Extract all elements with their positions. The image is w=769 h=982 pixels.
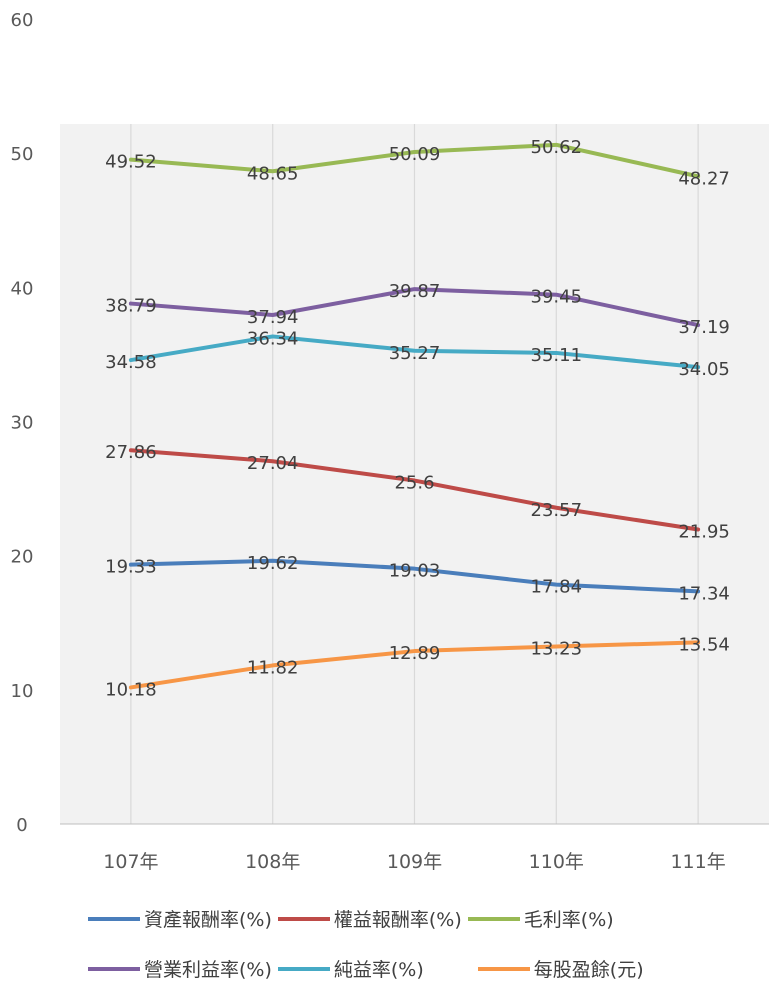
data-label: 21.95 [678, 522, 730, 543]
data-label: 25.6 [394, 473, 434, 494]
series-line [128, 334, 701, 370]
x-tick-label: 107年 [103, 851, 158, 873]
series-group [128, 142, 701, 690]
data-label: 10.18 [105, 679, 157, 700]
legend-item-net-margin: 純益率(%) [277, 955, 424, 982]
data-label: 34.58 [105, 352, 157, 373]
y-tick-label: 60 [11, 10, 34, 31]
data-label: 48.27 [678, 168, 730, 189]
y-tick-label: 10 [11, 681, 34, 702]
legend-label-roa: 資產報酬率(%) [144, 909, 272, 931]
data-label: 50.62 [531, 137, 583, 158]
series-line [128, 448, 701, 532]
line-chart: 0 10 20 30 40 50 60 107年 108年 109年 110年 111年 19.33… [11, 10, 769, 873]
data-label: 19.62 [247, 553, 299, 574]
legend-row-1: 資產報酬率(%) 權益報酬率(%) 毛利率(%) [88, 905, 620, 932]
y-tick-label: 20 [11, 547, 34, 568]
data-label: 13.54 [678, 634, 730, 655]
legend-label-gross-margin: 毛利率(%) [523, 909, 614, 931]
data-label: 39.87 [389, 281, 441, 302]
series-line [128, 142, 701, 179]
legend-item-operating-margin: 營業利益率(%) [88, 955, 272, 982]
data-label: 27.04 [247, 453, 299, 474]
legend-swatch-roa [88, 916, 140, 921]
y-tick-label: 40 [11, 278, 34, 299]
data-label: 38.79 [105, 296, 157, 317]
x-tick-label: 108年 [245, 851, 300, 873]
gridlines [130, 124, 699, 824]
legend-label-operating-margin: 營業利益率(%) [144, 959, 272, 981]
data-label: 27.86 [105, 442, 157, 463]
legend-swatch-eps [477, 966, 530, 971]
data-label: 35.27 [389, 343, 441, 364]
series-line [128, 287, 701, 328]
legend-label-eps: 每股盈餘(元) [533, 959, 644, 981]
data-label: 19.03 [389, 561, 441, 582]
data-label: 13.23 [531, 638, 583, 659]
legend-label-net-margin: 純益率(%) [333, 959, 424, 981]
data-label: 37.94 [247, 307, 299, 328]
data-label: 34.05 [678, 359, 730, 380]
legend-item-roa: 資產報酬率(%) [88, 905, 272, 932]
x-axis-ticks: 107年 108年 109年 110年 111年 [103, 851, 725, 873]
legend-swatch-operating-margin [88, 966, 140, 971]
x-tick-label: 111年 [670, 851, 725, 873]
series-line [128, 558, 701, 594]
data-label: 17.34 [678, 583, 730, 604]
legend-item-eps: 每股盈餘(元) [477, 955, 644, 982]
x-tick-label: 110年 [529, 851, 584, 873]
data-label: 49.52 [105, 152, 157, 173]
data-label: 19.33 [105, 557, 157, 578]
legend-label-roe: 權益報酬率(%) [333, 909, 462, 931]
y-tick-label: 0 [16, 815, 27, 836]
data-label: 23.57 [531, 500, 583, 521]
data-labels-group: 19.33 19.62 19.03 17.84 17.34 27.86 27.04 25.6 2… [105, 137, 730, 701]
legend-row-2: 營業利益率(%) 純益率(%) 每股盈餘(元) [88, 955, 650, 982]
data-label: 48.65 [247, 163, 299, 184]
y-tick-label: 50 [11, 144, 34, 165]
legend-swatch-gross-margin [467, 916, 520, 921]
legend-item-gross-margin: 毛利率(%) [467, 905, 614, 932]
data-label: 39.45 [531, 287, 583, 308]
series-line [128, 640, 701, 690]
data-label: 50.09 [389, 144, 441, 165]
y-tick-label: 30 [11, 413, 34, 434]
legend-swatch-net-margin [277, 966, 330, 971]
data-label: 37.19 [678, 317, 730, 338]
data-label: 35.11 [531, 345, 583, 366]
data-label: 36.34 [247, 328, 299, 349]
x-tick-label: 109年 [387, 851, 442, 873]
data-label: 17.84 [531, 577, 583, 598]
data-label: 11.82 [247, 657, 299, 678]
legend-item-roe: 權益報酬率(%) [277, 905, 462, 932]
data-label: 12.89 [389, 643, 441, 664]
legend-swatch-roe [277, 916, 330, 921]
y-axis-ticks: 0 10 20 30 40 50 60 [11, 10, 34, 836]
